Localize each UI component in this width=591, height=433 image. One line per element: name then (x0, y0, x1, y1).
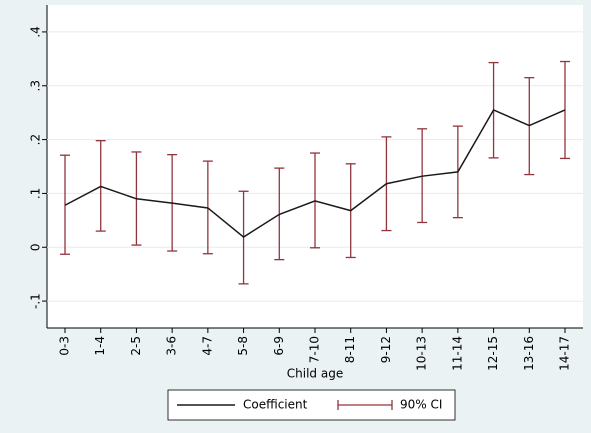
x-tick-label: 0-3 (58, 336, 72, 356)
x-tick-label: 14-17 (558, 336, 572, 371)
x-tick-label: 1-4 (93, 336, 107, 356)
y-tick-label: .2 (29, 134, 43, 145)
x-tick-label: 8-11 (343, 336, 357, 363)
x-axis-label: Child age (287, 367, 343, 381)
legend-box (167, 389, 456, 421)
y-tick-label: .1 (29, 188, 43, 199)
x-tick-label: 3-6 (165, 336, 179, 356)
x-tick-label: 2-5 (129, 336, 143, 356)
x-tick-label: 13-16 (522, 336, 536, 371)
x-tick-label: 11-14 (450, 336, 464, 371)
x-tick-label: 12-15 (486, 336, 500, 371)
x-tick-label: 6-9 (272, 336, 286, 356)
x-tick-label: 10-13 (415, 336, 429, 371)
y-tick-label: -.1 (29, 293, 43, 309)
legend-label: Coefficient (243, 398, 308, 412)
y-tick-label: 0 (29, 243, 43, 251)
x-tick-label: 7-10 (308, 336, 322, 363)
x-tick-label: 9-12 (379, 336, 393, 363)
y-tick-label: .3 (29, 80, 43, 91)
x-tick-label: 5-8 (236, 336, 250, 356)
coefficient-line (64, 109, 566, 238)
x-tick-label: 4-7 (200, 336, 214, 356)
y-tick-label: .4 (29, 26, 43, 37)
legend-label: 90% CI (400, 398, 442, 412)
